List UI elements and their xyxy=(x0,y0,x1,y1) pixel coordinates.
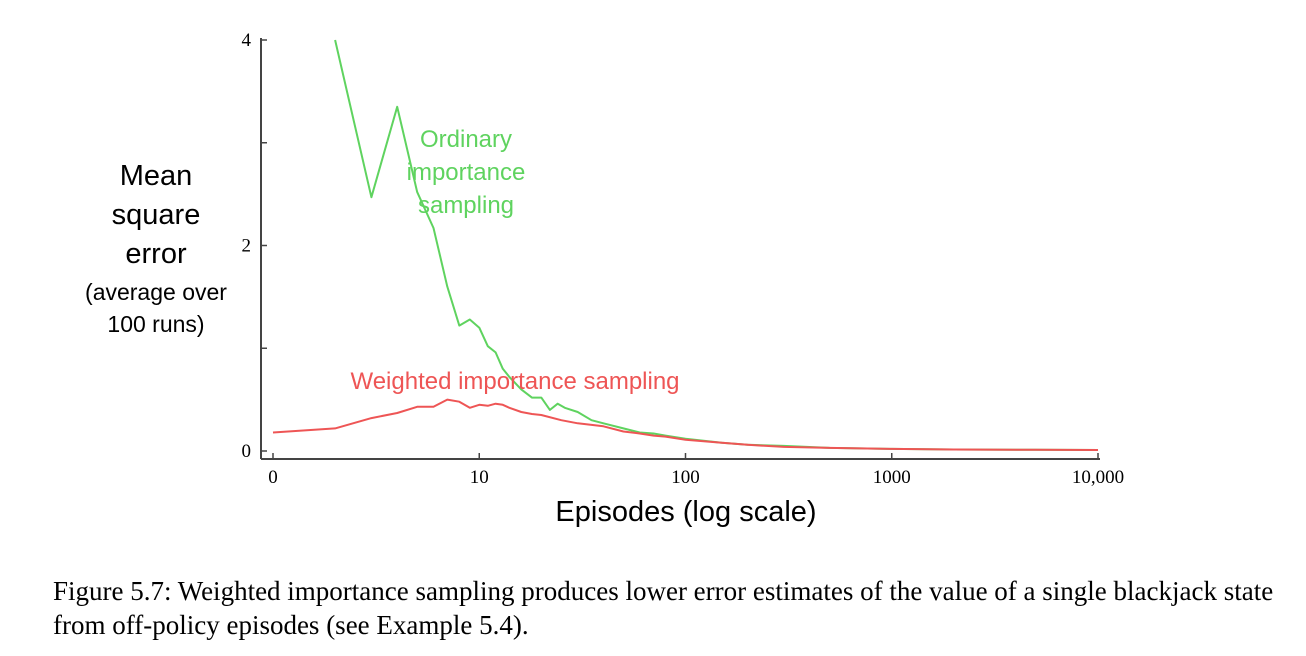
y-axis-label: Mean xyxy=(120,160,193,192)
series-line-weighted xyxy=(272,398,1099,451)
ordinary-series-label: importance xyxy=(407,159,526,186)
x-tick-label: 0 xyxy=(268,467,278,488)
y-axis-label: square xyxy=(112,199,201,231)
x-tick-label: 10 xyxy=(470,467,489,488)
y-axis-label: error xyxy=(125,238,187,270)
x-tick-label: 10,000 xyxy=(1072,467,1124,488)
x-tick-label: 100 xyxy=(671,467,700,488)
y-tick-label: 2 xyxy=(242,236,252,257)
ordinary-series-label: sampling xyxy=(418,192,514,219)
y-axis-sublabel: (average over xyxy=(85,279,227,305)
y-axis-sublabel: 100 runs) xyxy=(107,311,204,337)
line-chart: 0 2 4 0 10 100 1000 10,000 Ordinary importance sam… xyxy=(85,30,1124,528)
x-axis-label: Episodes (log scale) xyxy=(555,496,816,528)
ordinary-series-label: Ordinary xyxy=(420,126,512,153)
y-tick-label: 4 xyxy=(242,30,252,51)
figure-caption: Figure 5.7: Weighted importance sampling… xyxy=(53,576,1274,640)
weighted-series-label: Weighted importance sampling xyxy=(350,368,679,395)
x-tick-label: 1000 xyxy=(873,467,911,488)
y-tick-label: 0 xyxy=(242,441,252,462)
